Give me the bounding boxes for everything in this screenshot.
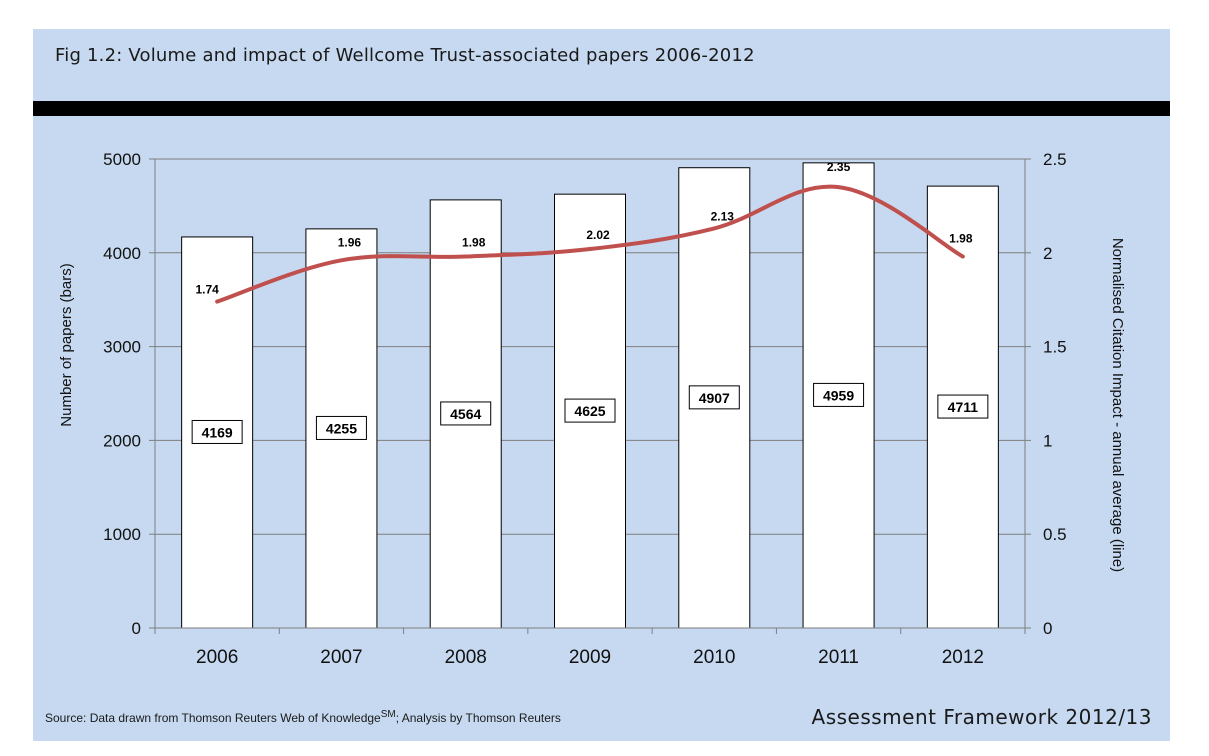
- y-tick-label: 1000: [103, 525, 141, 544]
- tick-labels: 0 1000 2000 3000 4000 5000 0 0.5 1 1.5 2 2.5 2006 200…: [103, 150, 1066, 668]
- source-suffix: ; Analysis by Thomson Reuters: [395, 711, 561, 725]
- bar-value-label: 4255: [326, 420, 357, 436]
- y2-tick-label: 0: [1043, 619, 1052, 638]
- x-tick-label: 2008: [445, 647, 487, 668]
- y-axis-label: Number of papers (bars): [58, 263, 75, 426]
- bar-value-label-box: [813, 382, 865, 407]
- line-value-label: 2.13: [711, 209, 735, 223]
- bar-value-label: 4169: [202, 424, 233, 440]
- chart-title: Fig 1.2: Volume and impact of Wellcome T…: [55, 45, 755, 66]
- x-tick-label: 2007: [320, 647, 362, 668]
- bar-value-label: 4711: [948, 399, 979, 415]
- bar-value-label-box: [191, 419, 243, 444]
- bar-value-label-box: [564, 398, 616, 423]
- bar-value-label-group: 4564: [440, 401, 492, 426]
- citation-impact-line: [215, 184, 965, 304]
- source-note: Source: Data drawn from Thomson Reuters …: [45, 709, 561, 725]
- axes: [149, 158, 1031, 634]
- y2-tick-label: 2.5: [1043, 150, 1067, 169]
- y-tick-label: 2000: [103, 431, 141, 450]
- y2-tick-label: 1: [1043, 431, 1052, 450]
- line-value-label: 1.74: [195, 283, 219, 297]
- bar-value-label-group: 4907: [688, 385, 740, 410]
- bar-value-label-group: 4255: [315, 415, 367, 440]
- y2-tick-label: 1.5: [1043, 338, 1067, 357]
- y2-tick-label: 0.5: [1043, 525, 1067, 544]
- line-value-label: 1.98: [949, 232, 973, 246]
- x-tick-label: 2009: [569, 647, 611, 668]
- bar-value-label-box: [937, 394, 989, 419]
- source-superscript: SM: [380, 709, 396, 720]
- data-labels: 4169 4255 4564 4625 4907 4959 4711 1.74 1.96 1.98…: [191, 160, 989, 444]
- y2-axis-label: Normalised Citation Impact - annual aver…: [1109, 238, 1126, 572]
- bar-value-label-group: 4711: [937, 394, 989, 419]
- y-tick-label: 5000: [103, 150, 141, 169]
- bar-value-label-box: [688, 385, 740, 410]
- line-value-label: 2.02: [586, 228, 610, 242]
- line-series: [215, 184, 965, 304]
- bar-value-label: 4959: [823, 387, 854, 403]
- x-tick-label: 2010: [693, 647, 735, 668]
- chart: 4169 4255 4564 4625 4907 4959 4711 1.74 1.96 1.98…: [58, 150, 1126, 668]
- chart-panel: Fig 1.2: Volume and impact of Wellcome T…: [33, 29, 1170, 741]
- line-value-label: 1.96: [338, 235, 362, 249]
- source-prefix: Source: Data drawn from Thomson Reuters …: [45, 711, 381, 725]
- y2-tick-label: 2: [1043, 244, 1052, 263]
- line-value-label: 1.98: [462, 236, 486, 250]
- bar-value-label-group: 4169: [191, 419, 243, 444]
- x-tick-label: 2006: [196, 647, 238, 668]
- x-tick-label: 2012: [942, 647, 984, 668]
- assessment-framework-label: Assessment Framework 2012/13: [811, 705, 1152, 729]
- bar-value-label-group: 4959: [813, 382, 865, 407]
- x-tick-label: 2011: [818, 647, 859, 668]
- bar-value-label-group: 4625: [564, 398, 616, 423]
- y-tick-label: 4000: [103, 244, 141, 263]
- bar-value-label: 4625: [574, 403, 605, 419]
- line-value-label: 2.35: [827, 160, 851, 174]
- y-tick-label: 3000: [103, 338, 141, 357]
- bar-value-label-box: [440, 401, 492, 426]
- bar-value-label: 4907: [699, 390, 730, 406]
- y-tick-label: 0: [132, 619, 141, 638]
- bar-value-label-box: [315, 415, 367, 440]
- bar-value-label: 4564: [450, 406, 481, 422]
- header-divider-band: [33, 101, 1170, 116]
